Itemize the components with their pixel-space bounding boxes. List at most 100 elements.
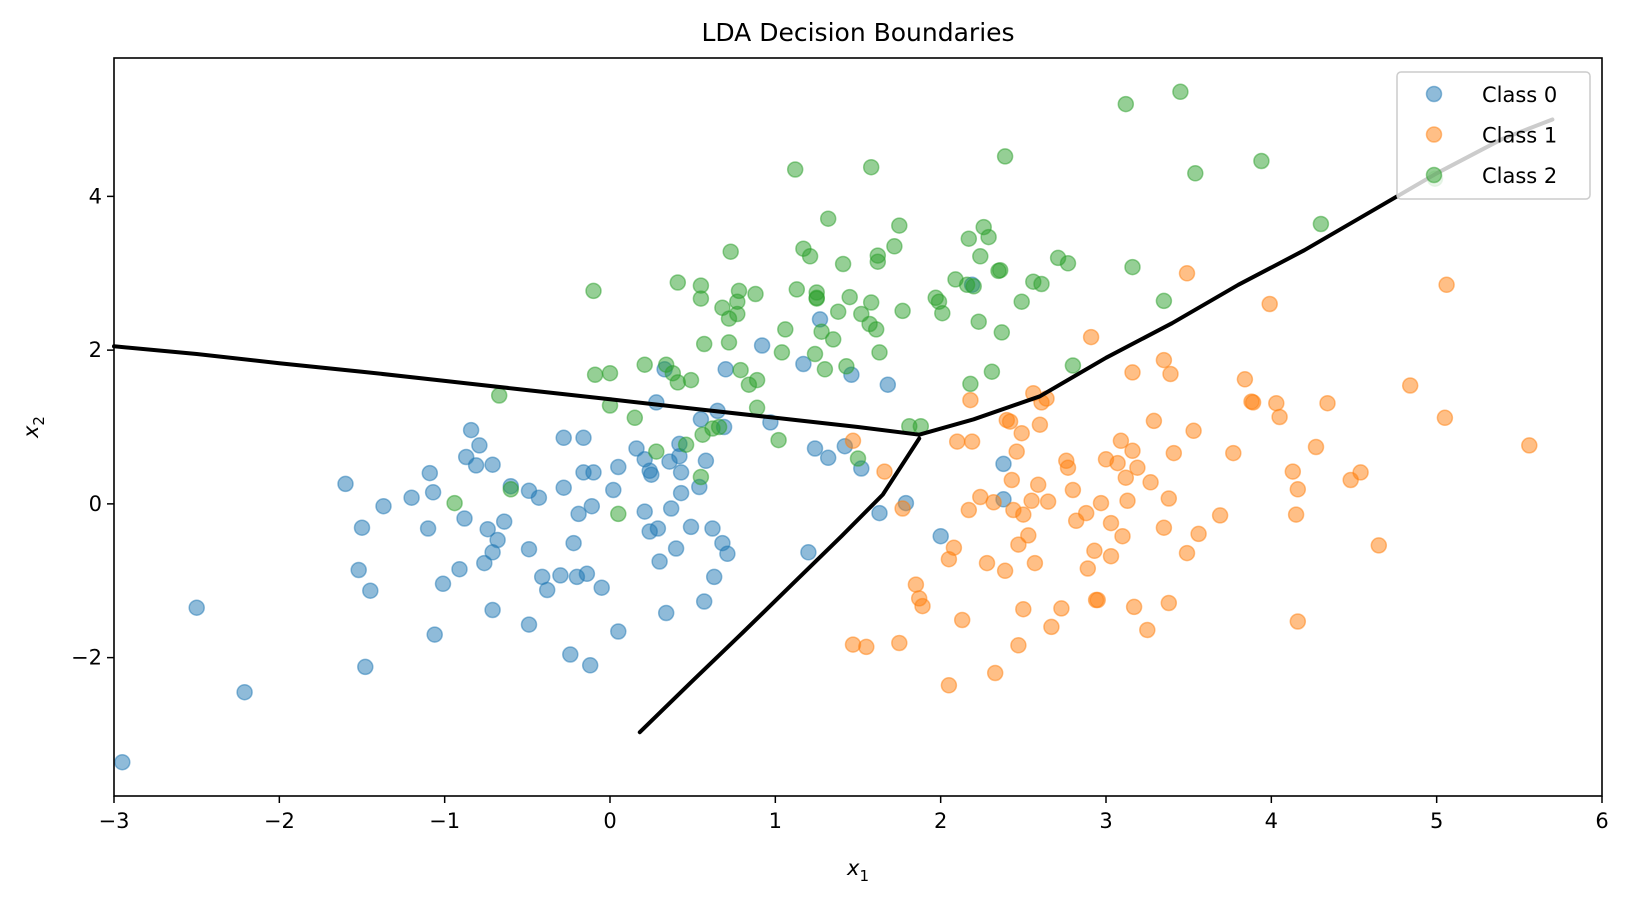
point-class-1 — [1064, 481, 1082, 499]
point-class-2 — [502, 481, 520, 498]
point-class-1 — [844, 636, 862, 653]
point-class-0 — [375, 497, 392, 515]
point-class-2 — [819, 210, 837, 227]
point-class-2 — [648, 443, 665, 460]
point-class-1 — [1271, 408, 1288, 426]
point-class-0 — [657, 604, 675, 622]
point-class-0 — [697, 452, 715, 470]
point-class-0 — [484, 456, 501, 473]
point-class-2 — [1064, 357, 1082, 374]
point-class-2 — [730, 282, 748, 300]
point-class-0 — [530, 489, 548, 506]
point-class-2 — [816, 361, 834, 378]
point-class-1 — [1162, 365, 1179, 383]
chart-title: LDA Decision Boundaries — [701, 18, 1014, 47]
point-class-2 — [626, 409, 644, 427]
point-class-0 — [403, 489, 420, 506]
point-class-0 — [538, 581, 556, 599]
point-class-0 — [426, 626, 443, 643]
point-class-1 — [1438, 276, 1455, 294]
point-class-2 — [980, 228, 997, 246]
point-class-1 — [1289, 481, 1307, 498]
point-class-0 — [879, 376, 897, 393]
point-class-2 — [669, 374, 687, 391]
legend-marker-class-1 — [1425, 126, 1443, 143]
point-class-1 — [1092, 494, 1110, 512]
point-class-1 — [996, 562, 1014, 580]
point-class-0 — [578, 565, 596, 583]
point-class-2 — [1172, 83, 1189, 101]
point-class-1 — [1289, 613, 1307, 630]
point-class-0 — [357, 658, 374, 676]
point-class-2 — [886, 238, 903, 255]
point-class-1 — [1015, 600, 1032, 618]
y-axis-label: x2 — [19, 416, 48, 439]
point-class-2 — [838, 358, 855, 375]
point-class-1 — [1178, 265, 1196, 282]
plot-frame — [113, 57, 1603, 797]
point-class-1 — [1185, 422, 1202, 440]
point-class-1 — [1082, 328, 1100, 346]
point-class-1 — [1008, 443, 1025, 460]
point-class-0 — [717, 361, 734, 378]
point-class-1 — [1436, 409, 1454, 427]
point-class-1 — [1059, 459, 1077, 476]
point-class-2 — [1124, 258, 1141, 276]
point-class-2 — [862, 158, 880, 176]
point-class-1 — [1145, 412, 1163, 430]
point-class-2 — [586, 366, 604, 383]
scatter-points — [114, 83, 1538, 771]
point-class-0 — [636, 503, 653, 520]
point-class-0 — [467, 457, 485, 474]
point-class-2 — [829, 303, 847, 320]
point-class-0 — [424, 484, 442, 501]
point-class-2 — [748, 399, 766, 417]
point-class-2 — [585, 282, 602, 300]
point-class-1 — [1039, 493, 1057, 510]
y-axis-label-subscript: 2 — [30, 416, 48, 426]
point-class-0 — [570, 505, 587, 523]
point-class-1 — [945, 539, 963, 556]
point-class-2 — [824, 331, 842, 348]
point-class-2 — [710, 418, 728, 436]
x-axis-label-base: x — [846, 856, 860, 880]
point-class-2 — [996, 148, 1014, 165]
point-class-2 — [1117, 95, 1135, 113]
point-class-1 — [1119, 492, 1136, 510]
point-class-1 — [1001, 413, 1019, 430]
y-tick-label: −2 — [71, 646, 102, 670]
point-class-0 — [520, 540, 538, 558]
point-class-1 — [1236, 371, 1254, 388]
point-class-2 — [1253, 152, 1270, 170]
point-class-1 — [876, 463, 893, 480]
point-class-1 — [1077, 504, 1095, 522]
point-class-1 — [960, 501, 978, 519]
x-tick-label: 1 — [769, 809, 782, 833]
point-class-1 — [1026, 554, 1044, 572]
point-class-1 — [1102, 547, 1120, 565]
point-class-2 — [601, 364, 619, 382]
point-class-1 — [1225, 444, 1242, 462]
point-class-0 — [552, 567, 569, 584]
point-class-1 — [986, 664, 1004, 682]
point-class-0 — [581, 657, 599, 674]
point-class-2 — [993, 324, 1011, 341]
point-class-2 — [748, 371, 766, 389]
point-class-2 — [770, 431, 787, 449]
legend-label-class-2: Class 2 — [1482, 164, 1557, 188]
point-class-2 — [777, 321, 794, 338]
point-class-0 — [419, 520, 437, 537]
point-class-2 — [490, 387, 508, 404]
point-class-2 — [786, 161, 804, 178]
point-class-1 — [1029, 476, 1047, 493]
y-tick-label: 2 — [89, 338, 102, 362]
y-axis-ticks: −2 0 2 4 — [71, 184, 114, 670]
point-class-1 — [1190, 525, 1207, 543]
point-class-1 — [1155, 519, 1173, 536]
point-class-0 — [236, 683, 253, 701]
point-class-0 — [471, 437, 488, 454]
point-class-1 — [1160, 594, 1178, 612]
point-class-1 — [1124, 442, 1141, 460]
point-class-2 — [970, 313, 987, 330]
